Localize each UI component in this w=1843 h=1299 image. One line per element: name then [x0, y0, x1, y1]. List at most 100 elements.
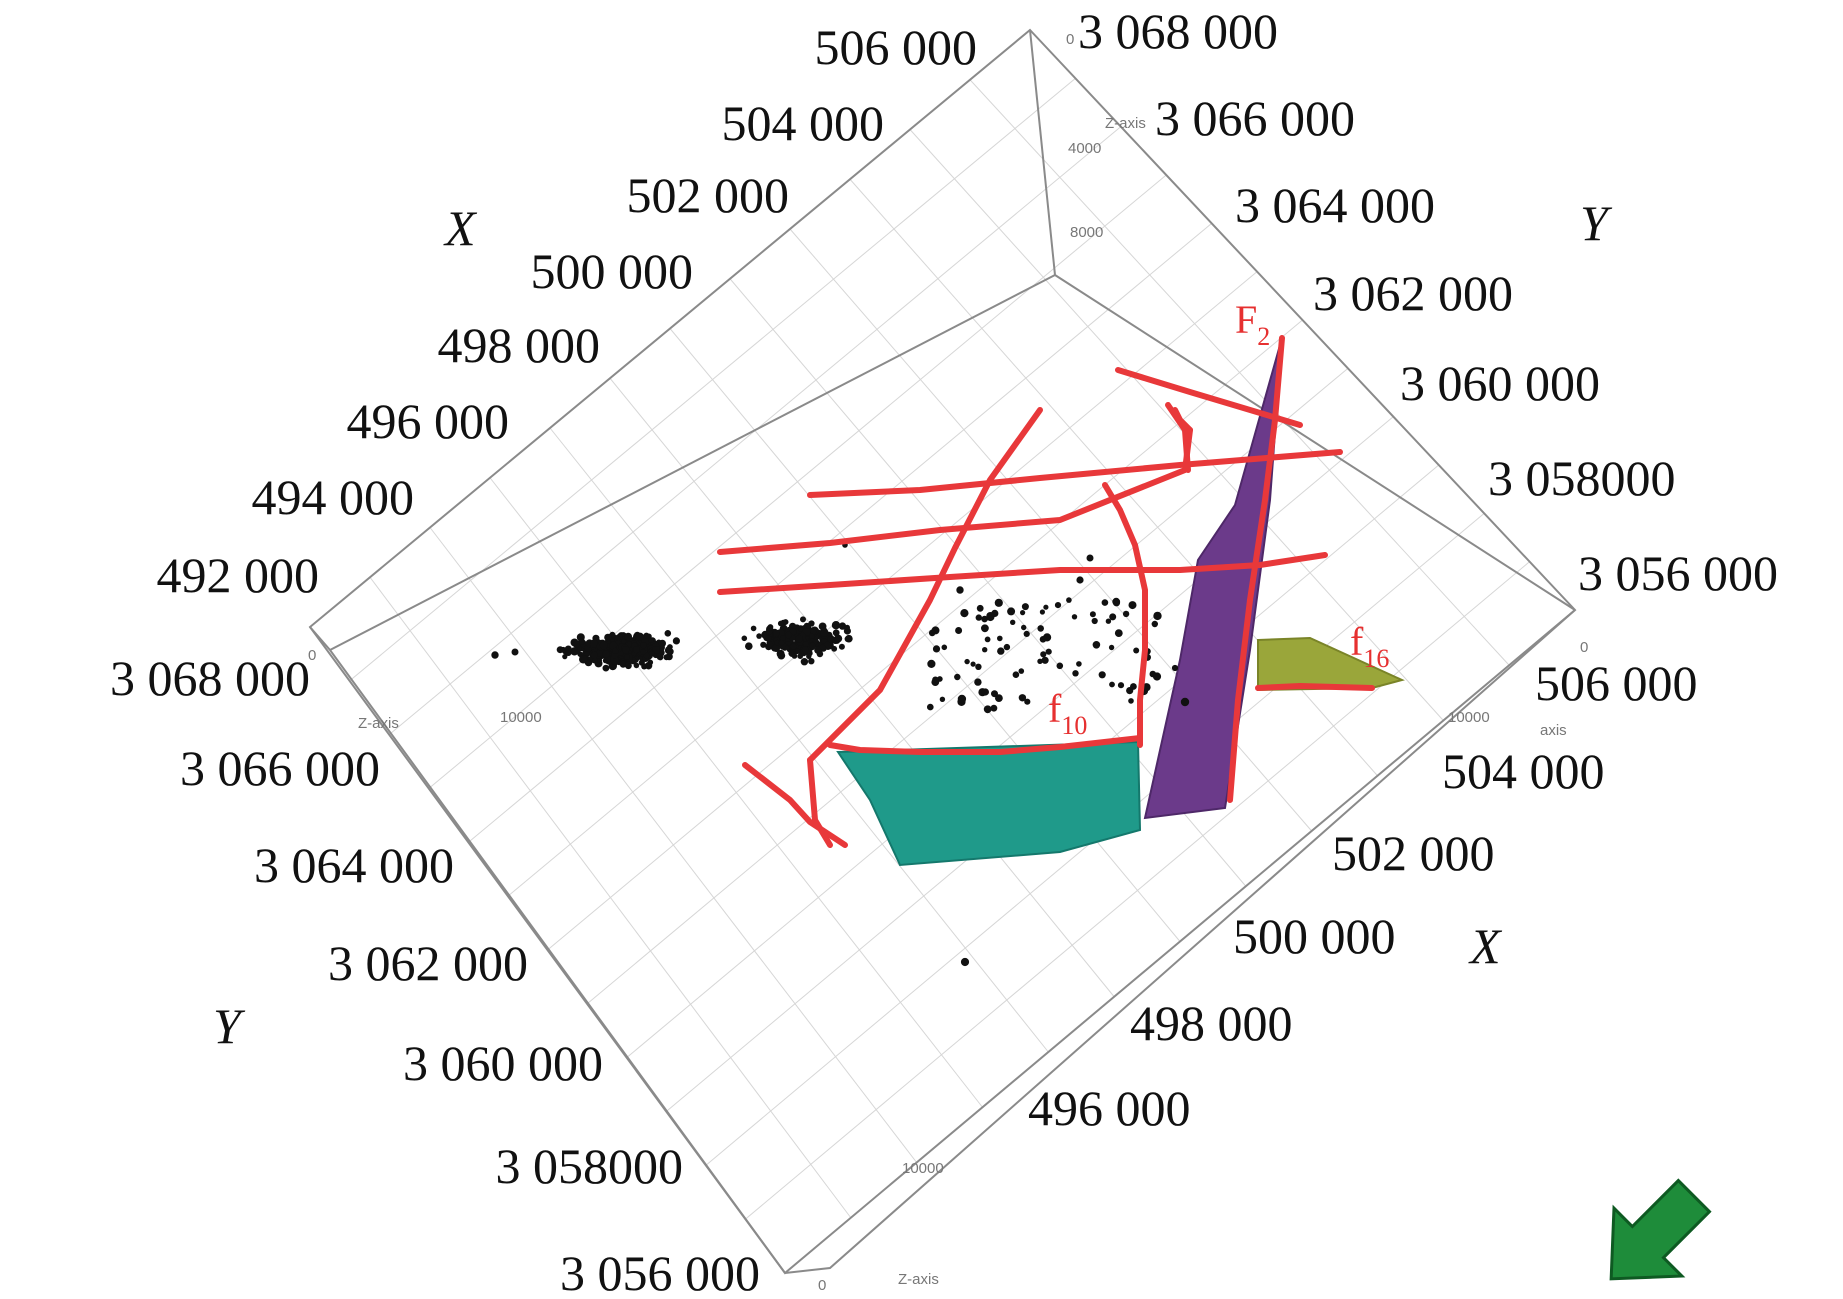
seismic-point [1151, 620, 1159, 628]
fault-trace [1165, 402, 1191, 473]
seismic-point [572, 640, 580, 648]
seismic-point [604, 633, 612, 642]
seismic-point [648, 637, 654, 643]
seismic-point [1056, 662, 1064, 670]
seismic-point [658, 639, 666, 648]
tick-label: 3 056 000 [1578, 545, 1778, 601]
seismic-point [778, 640, 785, 646]
seismic-point [1040, 651, 1047, 658]
seismic-point [1098, 671, 1106, 679]
x-axis-title-upper: X [443, 200, 478, 256]
seismic-point [827, 636, 834, 643]
seismic-point [970, 661, 976, 667]
x-lower-tick-labels: 506 000 504 000 502 000 500 000 498 000 … [1028, 655, 1698, 1136]
seismic-point [983, 705, 992, 714]
seismic-point [1086, 554, 1094, 562]
seismic-point [790, 643, 797, 650]
seismic-point [1018, 668, 1025, 674]
seismic-point [491, 651, 499, 659]
seismic-point [997, 647, 1005, 655]
seismic-point [791, 653, 798, 659]
seismic-point [1076, 661, 1082, 667]
seismic-point [640, 642, 647, 649]
seismic-point [1109, 613, 1117, 621]
seismic-point [760, 641, 767, 648]
seismic-point [1041, 656, 1049, 664]
z-axis-labels: 0 Z-axis 4000 8000 0 Z-axis 10000 0 axis… [308, 31, 1588, 1294]
fault-trace [717, 427, 1193, 555]
seismic-point [780, 635, 787, 642]
seismic-point [1112, 599, 1121, 607]
seismic-point [624, 632, 632, 641]
tick-label: 3 064 000 [254, 837, 454, 893]
tick-label: 3 056 000 [560, 1245, 760, 1299]
seismic-point [809, 633, 815, 639]
olive-fault-surface [1257, 636, 1405, 692]
seismic-point [981, 624, 989, 633]
seismic-point [640, 649, 647, 655]
seismic-point [777, 620, 784, 627]
seismic-point [957, 694, 967, 704]
y-upper-tick-labels: 3 068 000 3 066 000 3 064 000 3 062 000 … [1078, 3, 1778, 601]
grid-line [369, 576, 852, 1219]
seismic-point [785, 631, 792, 639]
seismic-point [984, 636, 991, 643]
seismic-point [832, 629, 840, 637]
seismic-point [981, 615, 988, 623]
seismic-point [814, 646, 822, 654]
y-axis-title-lower: Y [213, 998, 246, 1054]
z-10000-right: 10000 [1448, 709, 1490, 726]
seismic-point [648, 650, 655, 657]
y-lower-tick-labels: 3 068 000 3 066 000 3 064 000 3 062 000 … [110, 650, 760, 1299]
tick-label: 502 000 [1332, 825, 1495, 881]
seismic-point [765, 628, 773, 635]
seismic-point [844, 624, 850, 631]
fault-trace [1255, 683, 1375, 691]
seismic-point [663, 654, 670, 661]
seismic-point [1114, 629, 1123, 637]
seismic-point [800, 658, 809, 666]
fault-trace [717, 552, 1328, 595]
y-axis-title-upper: Y [1580, 195, 1613, 251]
tick-label: 3 064 000 [1235, 177, 1435, 233]
seismic-point [800, 616, 806, 623]
seismic-point [777, 651, 786, 660]
seismic-point [635, 632, 645, 641]
seismic-point [756, 633, 762, 639]
tick-label: 494 000 [252, 469, 415, 525]
tick-label: 506 000 [815, 19, 978, 75]
seismic-point [1018, 694, 1027, 702]
tick-label: 3 058000 [496, 1138, 684, 1194]
seismic-point [652, 646, 660, 654]
seismic-point [602, 650, 610, 658]
seismic-point [562, 654, 568, 660]
seismic-point [633, 646, 640, 654]
z-4000-label: 4000 [1068, 140, 1101, 157]
tick-label: 3 060 000 [1400, 355, 1600, 411]
tick-label: 500 000 [531, 243, 694, 299]
fault-label-f16: f16 [1350, 619, 1389, 673]
seismic-point [956, 586, 964, 594]
x-upper-tick-labels: 506 000 504 000 502 000 500 000 498 000 … [157, 19, 978, 603]
tick-label: 3 060 000 [403, 1035, 603, 1091]
seismic-point [808, 658, 815, 665]
seismic-point [614, 635, 621, 642]
seismic-point [810, 629, 817, 635]
seismic-point [1130, 683, 1137, 690]
seismic-point [560, 646, 567, 653]
seismic-point [831, 645, 838, 652]
seismic-point [750, 625, 757, 632]
seismic-point [610, 656, 619, 665]
seismic-point [1037, 658, 1043, 664]
fault-trace [742, 762, 848, 848]
seismic-point [579, 655, 588, 664]
tick-label: 504 000 [722, 95, 885, 151]
tick-label: 504 000 [1442, 743, 1605, 799]
fault-trace [807, 449, 1343, 498]
seismic-point [570, 647, 579, 656]
seismic-point [955, 627, 963, 634]
seismic-point [974, 678, 982, 686]
seismic-point [820, 628, 829, 637]
seismic-point [802, 641, 809, 647]
seismic-point [1007, 607, 1016, 616]
